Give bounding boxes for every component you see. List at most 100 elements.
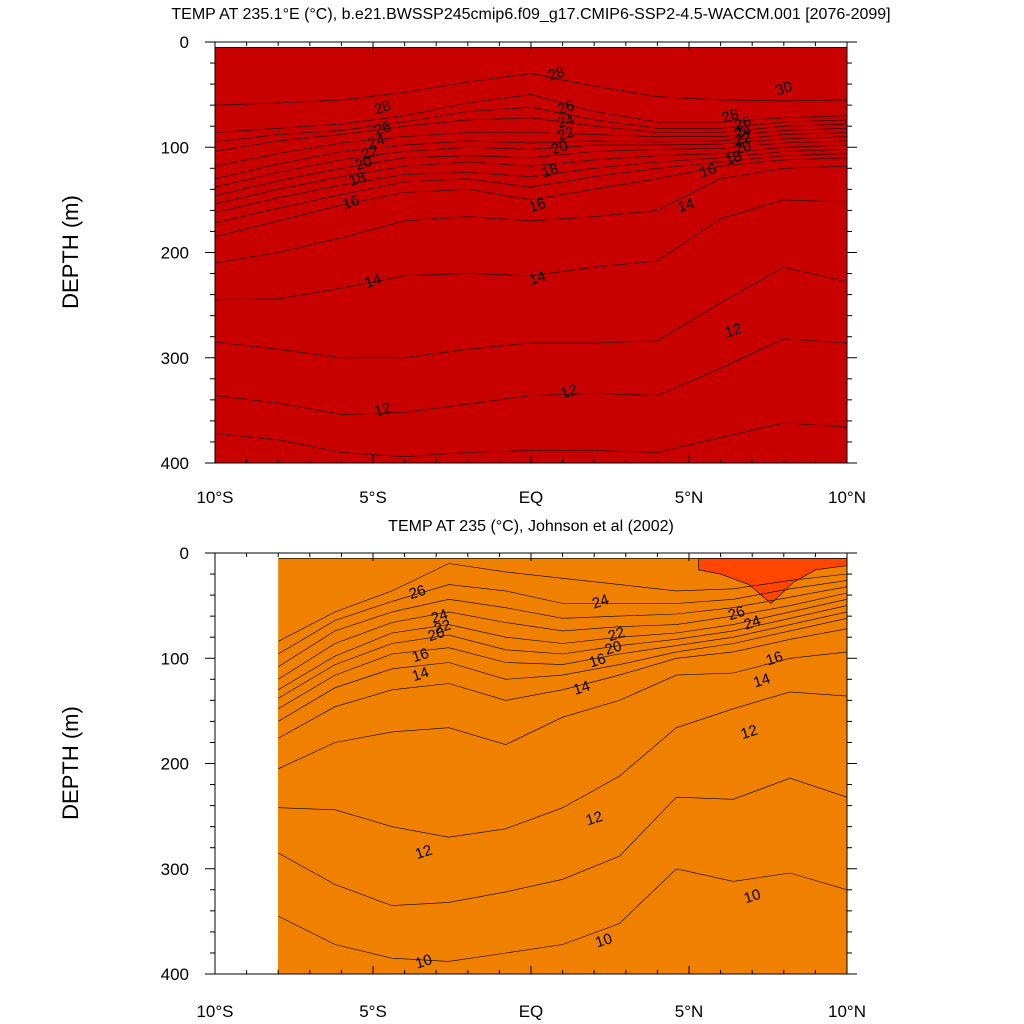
contour-label: 12 <box>413 842 434 863</box>
isotherm-line-27 <box>214 106 848 143</box>
contour-label: 28 <box>546 63 567 84</box>
contour-label: 28 <box>720 105 741 126</box>
isotherm-line-18 <box>278 599 848 691</box>
chart-title: TEMP AT 235.1°E (°C), b.e21.BWSSP245cmip… <box>171 6 890 23</box>
isotherm-line-19 <box>214 144 848 205</box>
contour-label: 24 <box>366 131 387 152</box>
contour-label: 12 <box>559 381 580 402</box>
contour-label: 26 <box>555 97 576 118</box>
contour-label: 12 <box>584 808 605 829</box>
contour-label: 20 <box>732 137 753 158</box>
isotherm-line-29 <box>214 73 848 106</box>
y-tick-label: 400 <box>161 454 189 473</box>
x-tick-label: 5°N <box>675 1002 704 1021</box>
contour-label: 18 <box>347 169 368 190</box>
contour-label: 16 <box>527 195 548 216</box>
contour-label: 10 <box>593 930 614 951</box>
x-tick-label: 5°S <box>359 488 387 507</box>
contour-label: 26 <box>372 118 393 139</box>
contour-label: 18 <box>540 160 561 181</box>
isotherm-line-12 <box>278 691 848 838</box>
contour-label: 20 <box>549 137 570 158</box>
isotherm-line-28 <box>214 94 848 133</box>
y-axis-label: DEPTH (m) <box>58 195 83 309</box>
chart-title: TEMP AT 235 (°C), Johnson et al (2002) <box>388 518 674 535</box>
contour-label: 14 <box>410 664 431 685</box>
band-27c <box>278 558 847 974</box>
isotherm-line-17 <box>214 153 848 224</box>
contour-label: 10 <box>413 951 434 972</box>
contour-label: 22 <box>359 142 380 163</box>
contour-label: 16 <box>340 192 361 213</box>
isotherm-line-21 <box>214 136 848 188</box>
y-axis-label: DEPTH (m) <box>58 706 83 820</box>
contour-label: 20 <box>353 153 374 174</box>
contour-label: 14 <box>571 678 592 699</box>
isotherm-line-10 <box>278 868 848 962</box>
band-30c <box>215 47 847 464</box>
contour-label: 18 <box>723 148 744 169</box>
contour-label: 24 <box>590 591 611 612</box>
isotherm-line-16 <box>278 611 848 710</box>
isotherm-line-11 <box>214 422 848 458</box>
isotherm-line-14 <box>278 628 848 739</box>
contour-label: 20 <box>603 638 624 659</box>
contour-label: 14 <box>751 670 772 691</box>
contour-label: 30 <box>773 78 794 99</box>
isotherm-line-26 <box>214 117 848 152</box>
y-tick-label: 200 <box>161 755 189 774</box>
contour-label: 26 <box>407 582 428 603</box>
isotherm-line-15 <box>278 618 848 722</box>
x-tick-label: EQ <box>519 1002 544 1021</box>
contour-label: 22 <box>732 129 753 150</box>
contour-label: 22 <box>606 624 627 645</box>
contour-label: 22 <box>555 123 576 144</box>
contour-label: 12 <box>723 320 744 341</box>
isotherm-line-15 <box>214 165 848 264</box>
contour-label: 14 <box>527 268 548 289</box>
x-tick-label: 10°S <box>196 488 233 507</box>
y-tick-label: 200 <box>161 244 189 263</box>
isotherm-line-20 <box>278 592 848 680</box>
isotherm-line-24 <box>214 128 848 167</box>
y-tick-label: 0 <box>180 544 189 563</box>
isotherm-line-20 <box>214 140 848 196</box>
y-tick-label: 100 <box>161 138 189 157</box>
contour-label: 24 <box>742 612 763 633</box>
isotherm-line-13 <box>214 266 848 359</box>
contour-label: 12 <box>739 722 760 743</box>
contour-label: 10 <box>742 886 763 907</box>
isotherm-line-22 <box>214 132 848 180</box>
contour-label: 16 <box>698 160 719 181</box>
y-tick-label: 300 <box>161 349 189 368</box>
x-tick-label: EQ <box>519 488 544 507</box>
isotherm-line-24 <box>278 580 848 655</box>
isotherm-line-11 <box>278 777 848 906</box>
isotherm-line-12 <box>214 338 848 415</box>
contour-label: 24 <box>555 111 576 132</box>
contour-label: 24 <box>429 606 450 627</box>
contour-label: 26 <box>732 113 753 134</box>
contour-label: 14 <box>675 195 696 216</box>
x-tick-label: 10°S <box>196 1002 233 1021</box>
contour-label: 16 <box>587 650 608 671</box>
contour-label: 16 <box>410 645 431 666</box>
contour-label: 26 <box>726 603 747 624</box>
y-tick-label: 400 <box>161 965 189 984</box>
isotherm-line-17 <box>278 605 848 699</box>
chart-panel-2: 2624222016142422201614262416141212121010… <box>58 518 866 1021</box>
contour-label: 14 <box>363 271 384 292</box>
contour-label: 24 <box>732 121 753 142</box>
contour-label: 12 <box>372 399 393 420</box>
x-tick-label: 5°S <box>359 1002 387 1021</box>
y-tick-label: 100 <box>161 649 189 668</box>
isotherm-line-22 <box>278 586 848 667</box>
isotherm-line-26 <box>278 563 848 642</box>
isotherm-line-16 <box>214 157 848 237</box>
y-tick-label: 0 <box>180 33 189 52</box>
contour-label: 28 <box>372 97 393 118</box>
isotherm-line-13 <box>278 651 848 770</box>
x-tick-label: 10°N <box>828 1002 866 1021</box>
x-tick-label: 5°N <box>675 488 704 507</box>
